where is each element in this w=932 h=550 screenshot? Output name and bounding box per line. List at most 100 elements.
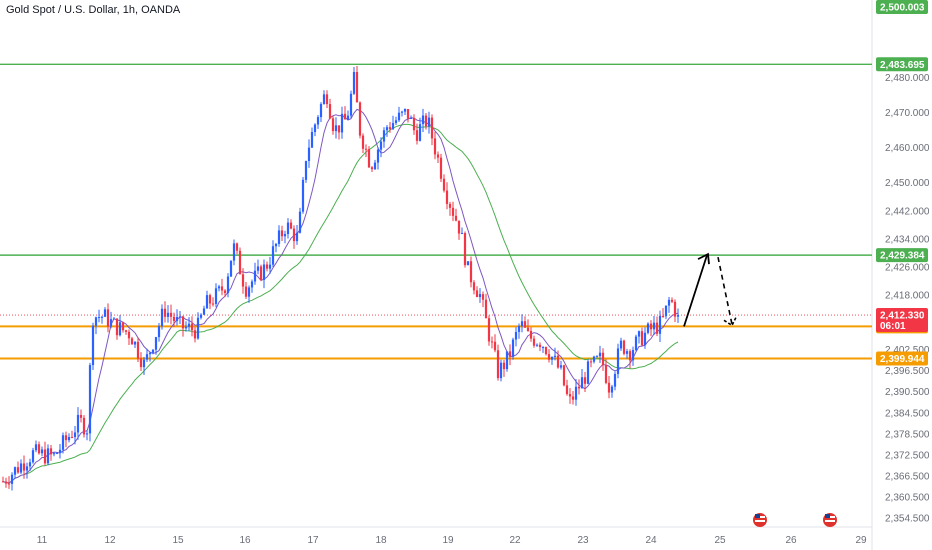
level-price-label: 2,399.944	[880, 354, 925, 365]
price-tick-label: 2,450.000	[885, 178, 930, 189]
candle-body	[8, 483, 10, 484]
candle-body	[398, 113, 400, 121]
candle-body	[581, 377, 583, 388]
candle-body	[623, 341, 625, 354]
candle-body	[140, 358, 142, 367]
candle-body	[287, 223, 289, 235]
economic-event-icon[interactable]	[753, 513, 767, 527]
candle-body	[530, 331, 532, 339]
candle-body	[446, 191, 448, 204]
candle-body	[74, 432, 76, 437]
candle-body	[470, 261, 472, 282]
candle-body	[122, 322, 124, 330]
candle-body	[647, 324, 649, 333]
candle-body	[32, 450, 34, 462]
candle-body	[308, 148, 310, 161]
candle-body	[569, 394, 571, 396]
candle-body	[296, 233, 298, 241]
candle-body	[101, 317, 103, 318]
candle-body	[62, 435, 64, 450]
candle-body	[107, 309, 109, 326]
candle-body	[632, 350, 634, 360]
candle-body	[458, 221, 460, 234]
candle-body	[650, 324, 652, 330]
candle-body	[482, 294, 484, 300]
candle-body	[221, 286, 223, 290]
candle-body	[359, 102, 361, 135]
candle-body	[377, 150, 379, 163]
candle-body	[203, 308, 205, 314]
candle-body	[320, 104, 322, 117]
candle-body	[131, 338, 133, 344]
candle-body	[452, 208, 454, 216]
time-tick-label: 24	[645, 535, 657, 546]
candle-body	[311, 132, 313, 148]
candle-body	[302, 180, 304, 212]
flag-icon-canton	[755, 514, 760, 518]
candle-body	[371, 167, 373, 169]
candle-body	[566, 385, 568, 394]
economic-event-icon[interactable]	[823, 513, 837, 527]
candle-body	[14, 467, 16, 475]
candle-body	[173, 317, 175, 321]
candle-body	[557, 356, 559, 368]
candle-body	[413, 118, 415, 130]
candle-body	[350, 94, 352, 116]
candle-body	[437, 154, 439, 157]
candle-body	[314, 125, 316, 133]
projection-up-arrow	[684, 255, 707, 326]
event-icons[interactable]	[753, 513, 837, 527]
level-price-label: 2,483.695	[880, 60, 925, 71]
horizontal-levels	[0, 64, 872, 358]
candle-body	[536, 345, 538, 346]
level-price-label: 2,500.003	[880, 3, 925, 14]
price-tick-label: 2,418.000	[885, 291, 930, 302]
candle-body	[476, 290, 478, 297]
candle-body	[218, 286, 220, 288]
candle-body	[41, 449, 43, 453]
candle-body	[419, 124, 421, 141]
candle-body	[407, 109, 409, 119]
grid	[0, 0, 872, 550]
candle-body	[59, 450, 61, 453]
candle-body	[194, 330, 196, 338]
candle-body	[380, 142, 382, 150]
candle-body	[677, 315, 679, 317]
price-tick-label: 2,366.500	[885, 472, 930, 483]
current-price-label: 2,412.330	[880, 311, 925, 322]
candle-body	[242, 274, 244, 286]
candle-body	[608, 383, 610, 393]
time-axis[interactable]: 11 12 15 16 17 18 19 22 23 24 25 26 29	[37, 535, 867, 546]
time-tick-label: 18	[375, 535, 387, 546]
candle-body	[215, 288, 217, 304]
candle-body	[335, 125, 337, 131]
candle-body	[179, 316, 181, 317]
candle-body	[578, 387, 580, 389]
candle-body	[293, 229, 295, 242]
flag-icon-canton	[825, 514, 830, 518]
candle-body	[509, 351, 511, 356]
candle-body	[299, 212, 301, 233]
candle-body	[563, 365, 565, 385]
candle-body	[353, 72, 355, 94]
candle-body	[212, 304, 214, 305]
price-axis[interactable]: 2,480.000 2,470.000 2,460.000 2,450.000 2,44…	[885, 73, 930, 525]
candle-body	[155, 337, 157, 350]
candle-body	[65, 435, 67, 440]
candle-body	[23, 463, 25, 470]
price-tick-label: 2,378.500	[885, 429, 930, 440]
candle-body	[503, 363, 505, 369]
candle-body	[89, 365, 91, 433]
candle-body	[11, 475, 13, 484]
candle-body	[572, 396, 574, 399]
flag-icon-stripe	[755, 520, 765, 522]
candle-body	[401, 112, 403, 113]
candle-body	[512, 340, 514, 357]
candle-body	[383, 130, 385, 141]
candle-body	[272, 246, 274, 264]
candle-body	[362, 136, 364, 149]
candle-body	[527, 328, 529, 331]
candle-body	[326, 94, 328, 104]
candle-body	[254, 271, 256, 282]
